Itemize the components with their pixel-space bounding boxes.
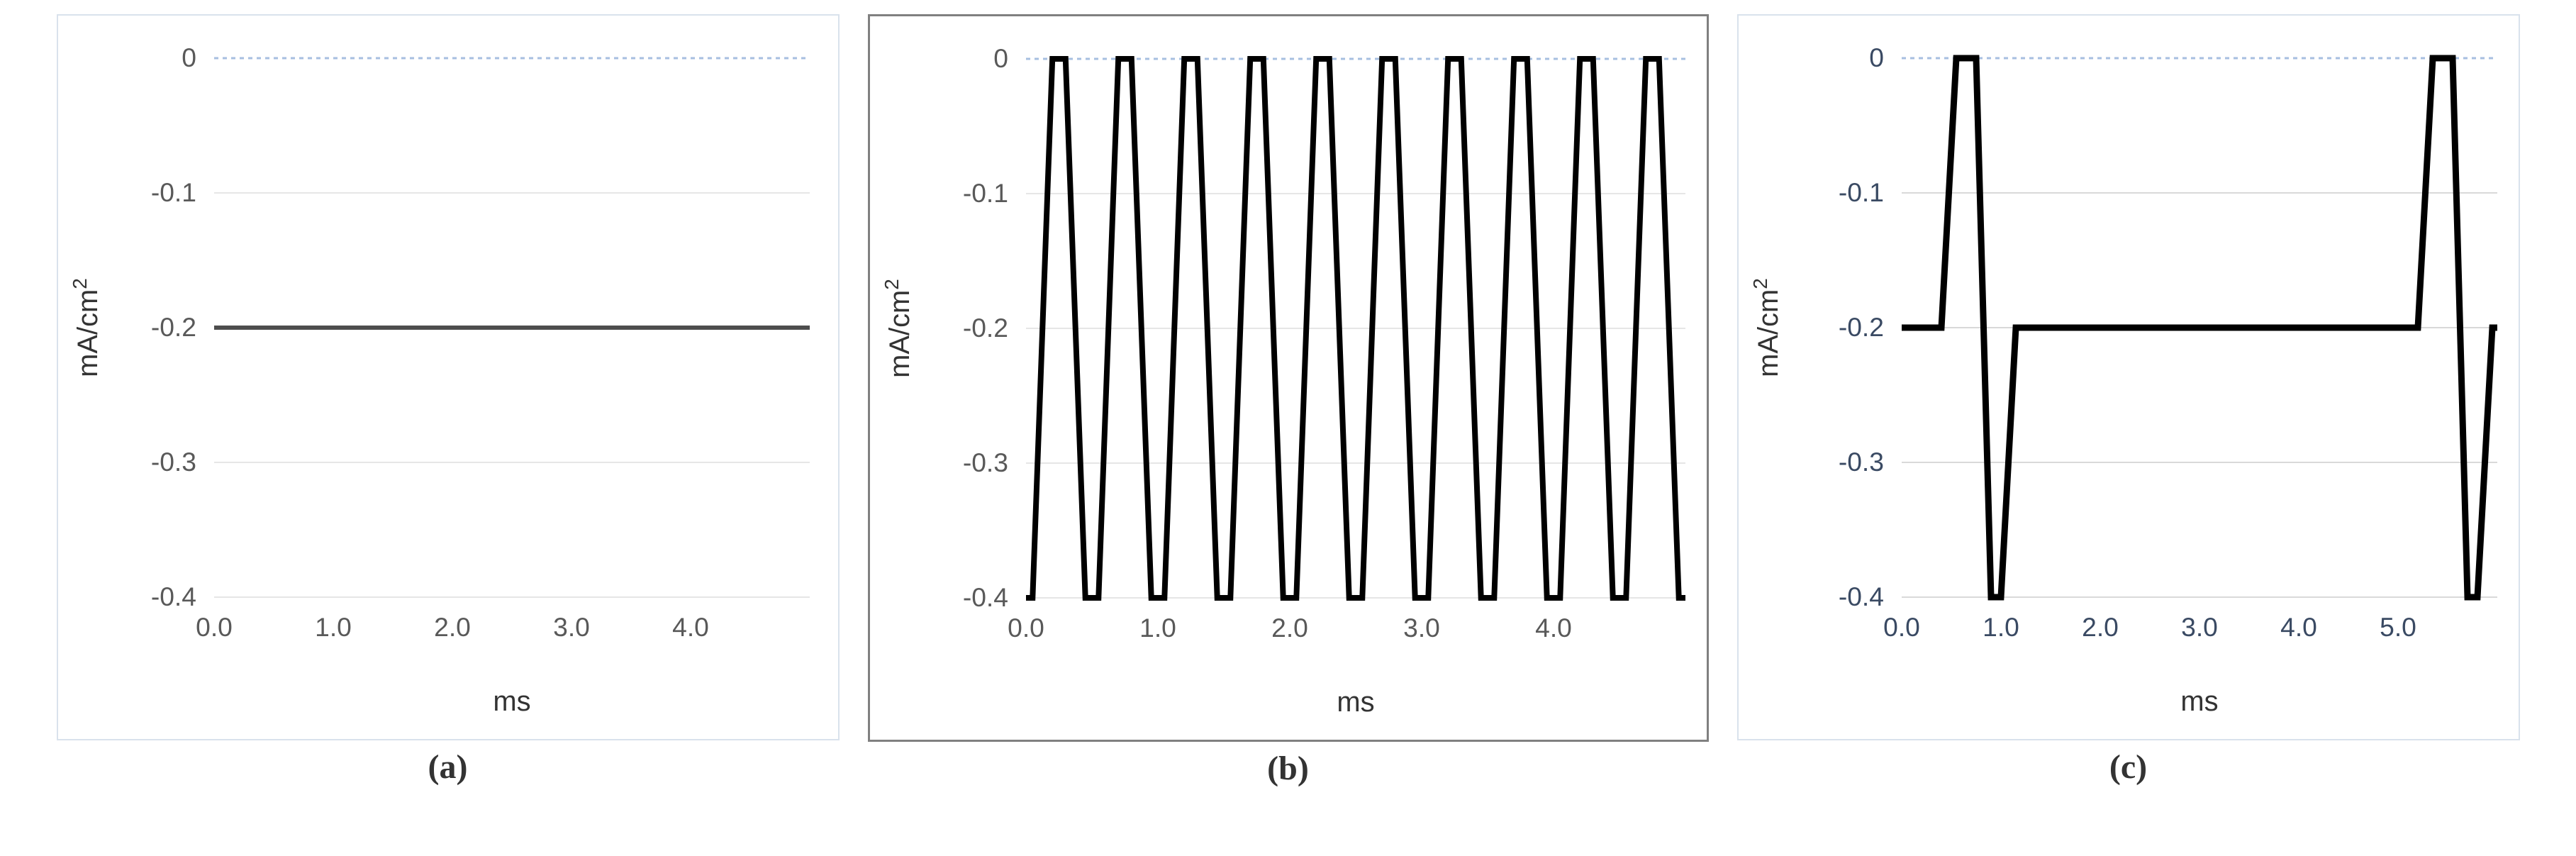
xtick-label: 4.0 [1535,613,1572,643]
xtick-label: 1.0 [1139,613,1176,643]
ylabel: mA/cm2 [1749,278,1784,377]
xtick-label: 2.0 [434,612,471,642]
ytick-label: 0 [182,43,196,72]
xlabel: ms [1337,687,1374,718]
ytick-label: -0.3 [1838,447,1883,477]
xtick-label: 1.0 [1983,612,2019,642]
ytick-label: -0.1 [150,177,196,207]
ytick-label: 0 [1869,43,1884,72]
xtick-label: 5.0 [2380,612,2416,642]
ytick-label: 0 [993,43,1008,73]
ytick-label: -0.4 [1838,582,1883,611]
xtick-label: 2.0 [2082,612,2119,642]
ytick-label: -0.2 [150,312,196,342]
chart-svg: 0 -0.1 -0.2 -0.3 -0.40.0 1.0 2.0 3.0 4.0 ms mA/cm2 [870,16,1707,740]
xlabel: ms [493,686,530,717]
xtick-label: 3.0 [1403,613,1440,643]
ytick-label: -0.4 [150,582,196,611]
panel-b: 0 -0.1 -0.2 -0.3 -0.40.0 1.0 2.0 3.0 4.0 ms mA/cm2… [868,14,1709,788]
xtick-label: 3.0 [553,612,590,642]
panel-caption: (b) [1267,749,1309,788]
chart-svg: 0 -0.1 -0.2 -0.3 -0.40.0 1.0 2.0 3.0 4.0 ms mA/cm2 [58,16,838,739]
ytick-label: -0.3 [962,448,1008,477]
ytick-label: -0.1 [962,178,1008,208]
ytick-label: -0.4 [962,582,1008,612]
xtick-label: 2.0 [1271,613,1308,643]
ylabel: mA/cm2 [68,278,104,377]
chart-box: 0 -0.1 -0.2 -0.3 -0.40.0 1.0 2.0 3.0 4.0 ms mA/cm2 [57,14,840,740]
ytick-label: -0.2 [1838,312,1883,342]
xtick-label: 4.0 [672,612,709,642]
chart-svg: 0 -0.1 -0.2 -0.3 -0.40.0 1.0 2.0 3.0 4.0 5.0 ms mA/… [1739,16,2519,739]
panel-c: 0 -0.1 -0.2 -0.3 -0.40.0 1.0 2.0 3.0 4.0 5.0 ms mA/… [1737,14,2520,786]
ytick-label: -0.2 [962,313,1008,343]
panel-caption: (a) [428,747,468,786]
ytick-label: -0.1 [1838,177,1883,207]
xtick-label: 1.0 [315,612,352,642]
xtick-label: 4.0 [2280,612,2317,642]
ylabel: mA/cm2 [880,279,915,378]
chart-box: 0 -0.1 -0.2 -0.3 -0.40.0 1.0 2.0 3.0 4.0 5.0 ms mA/… [1737,14,2520,740]
ytick-label: -0.3 [150,447,196,477]
chart-box: 0 -0.1 -0.2 -0.3 -0.40.0 1.0 2.0 3.0 4.0 ms mA/cm2 [868,14,1709,742]
xtick-label: 0.0 [1883,612,1920,642]
panel-caption: (c) [2109,747,2147,786]
xtick-label: 0.0 [196,612,233,642]
xlabel: ms [2180,686,2218,717]
panels-row: 0-0.1-0.2-0.3-0.40.01.02.03.04.0msmA/cm2… [14,14,2562,788]
xtick-label: 3.0 [2181,612,2218,642]
panel-a: 0 -0.1 -0.2 -0.3 -0.40.0 1.0 2.0 3.0 4.0 ms mA/cm2… [57,14,840,786]
xtick-label: 0.0 [1008,613,1044,643]
